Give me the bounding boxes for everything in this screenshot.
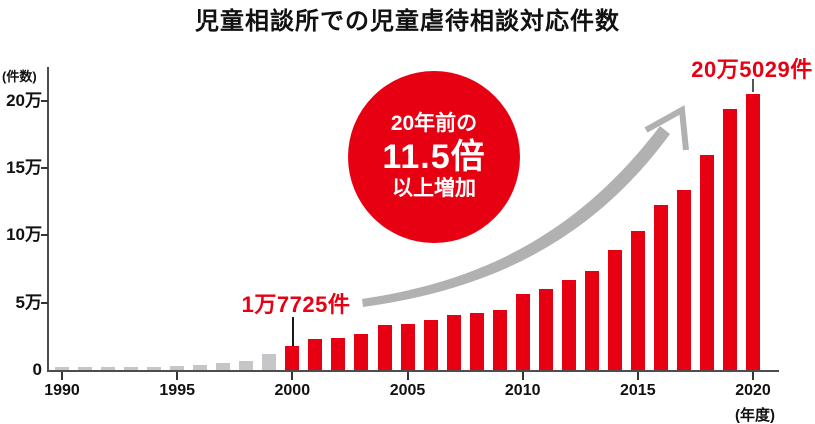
bar-2014 [607,250,622,370]
x-axis-tick-2015 [636,372,639,380]
x-tick-label-2000: 2000 [274,382,311,399]
y-tick-label-2: 10万 [6,225,42,245]
badge-line-1: 20年前の [390,112,478,136]
bar-2004 [377,325,392,370]
bar-2015 [630,230,645,370]
x-axis-tick-2020 [752,372,754,380]
start-value-label: 1万7725件 [241,292,351,317]
y-tick-label-1: 15万 [6,157,42,177]
bar-2001 [308,338,323,370]
end-value-leader-line [752,79,754,92]
growth-arrow-head [644,105,689,151]
x-axis-unit-label: (年度) [735,407,775,424]
bar-2000 [285,346,300,370]
bar-1994 [147,367,162,370]
y-axis-tick-3 [41,301,48,304]
bar-2019 [723,109,737,370]
x-axis-tick-2005 [406,372,409,380]
x-tick-label-2020: 2020 [735,382,771,399]
x-axis-tick-1990 [61,372,63,380]
x-tick-label-1995: 1995 [159,382,195,399]
y-axis-tick-2 [41,234,48,237]
badge-line-2: 11.5倍 [382,137,486,176]
bar-1993 [124,367,139,370]
bar-2011 [538,289,553,370]
x-tick-label-2010: 2010 [504,382,541,399]
bar-1991 [78,367,92,370]
y-tick-label-3: 5万 [15,292,42,312]
bar-1992 [101,367,116,370]
bar-2017 [676,189,691,370]
bar-2016 [653,204,668,370]
bar-2012 [561,280,576,370]
bar-2003 [354,334,369,370]
x-axis-line [47,370,779,372]
y-axis-unit-label: (件数) [2,69,37,84]
chart-title: 児童相談所での児童虐待相談対応件数 [195,8,620,35]
bar-2005 [400,323,415,370]
y-axis-tick-0 [41,99,48,102]
bar-1996 [193,364,208,370]
y-axis-line [47,67,49,372]
bar-2010 [515,294,530,370]
bar-2018 [699,154,714,370]
bar-1995 [170,366,185,370]
bar-2007 [446,315,461,370]
y-tick-label-0: 20万 [6,90,42,110]
bar-1990 [55,367,69,370]
x-tick-label-2015: 2015 [620,382,656,399]
bar-2013 [584,270,599,370]
bar-1998 [239,360,254,370]
bar-2020 [746,93,760,370]
badge-line-3: 以上増加 [392,177,476,201]
x-axis-tick-2010 [521,372,524,380]
x-tick-label-1990: 1990 [44,382,80,399]
bar-1997 [216,362,231,370]
x-axis-tick-1995 [176,372,179,380]
bar-2006 [423,319,438,370]
bar-2008 [469,312,484,370]
x-axis-tick-2000 [291,372,294,380]
x-tick-label-2005: 2005 [389,382,426,399]
start-value-leader-line [292,317,294,346]
bar-2002 [331,338,346,370]
bar-2009 [492,310,507,370]
y-tick-label-4: 0 [32,360,42,379]
growth-badge: 20年前の 11.5倍 以上増加 [348,71,520,243]
y-axis-tick-1 [41,166,48,169]
bar-1999 [262,354,277,370]
end-value-label: 20万5029件 [691,57,813,82]
